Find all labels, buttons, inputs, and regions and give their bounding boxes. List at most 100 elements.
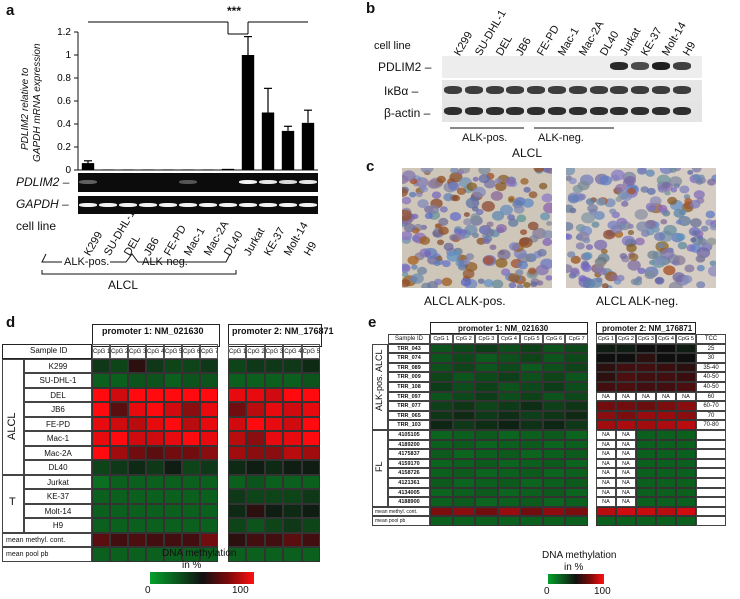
e-p2-cell [636,478,656,488]
nucleus [621,200,629,207]
e-p2-cell [636,430,656,440]
nucleus [616,274,625,282]
e-p1-cell [542,458,566,469]
e-tcc-cell: 70-80 [696,420,726,430]
stained-cell [603,229,616,240]
gel-pdlim2 [78,173,318,192]
d-sample-row-cell [146,518,164,533]
nucleus [633,278,643,286]
d-sample-row-cell [228,518,247,533]
d-legend-gradient [150,572,254,584]
e-p2-cell [676,382,696,392]
e-p1-cell [542,439,566,450]
d-sample-row-cell [164,373,182,388]
nucleus [450,168,459,174]
d-sample-row-cell [182,503,200,518]
d-sample-row-label: SU-DHL-1 [24,373,92,388]
d-sample-row-cell [200,518,218,533]
e-cpg1-header: CpG 2 [452,334,476,344]
b-band-bactin [485,107,504,115]
d-sample-row-cell [146,358,164,373]
d-sample-row-cell [301,402,320,417]
e-p1-cell [430,487,453,498]
nucleus [513,205,525,214]
d-group-t-box [2,474,24,533]
d-sample-row-cell [301,474,320,489]
e-na-cell: NA [616,478,636,488]
e-footer-cell [520,516,543,526]
d-legend-unit: in % [182,560,202,571]
nucleus [415,191,423,198]
e-p2-cell [596,362,616,373]
d-footer-cell [110,532,128,547]
e-na-cell: NA [616,430,636,440]
d-sample-row-cell [110,489,128,504]
e-p2-cell [676,439,696,450]
stained-cell [436,239,445,246]
e-p1-cell [520,401,543,411]
b-band-ikba [548,86,566,94]
e-p2-cell [636,497,656,507]
e-p2-cell [596,382,616,392]
bar-KE-37 [261,112,275,170]
stained-cell [527,221,539,231]
d-footer-cell [164,547,182,562]
d-sample-row-cell [200,445,218,460]
d-sample-row-cell [264,373,284,388]
e-p2-cell [636,468,656,478]
e-p1-cell [497,362,521,373]
e-footer-label: mean pool pb [372,516,430,526]
b-group-lines [450,127,614,129]
nucleus [691,230,698,236]
e-sample-label: 4188900 [388,497,430,507]
e-cpg2-header: CpG 2 [616,334,636,344]
e-footer-cell [542,506,566,517]
nucleus [689,199,701,209]
gel-band-gapdh [299,203,317,207]
d-sample-row-cell [128,431,146,446]
nucleus [443,193,454,202]
b-band-ikba [610,86,629,94]
d-sample-row-cell [246,474,265,489]
d-legend-title: DNA methylation [162,548,237,559]
nucleus [479,226,490,235]
e-p1-cell [520,362,543,373]
nucleus [709,260,716,267]
e-na-cell: NA [596,449,616,459]
d-cpg2-header: CpG 5 [301,344,320,359]
nucleus [442,260,451,268]
e-p2-cell [676,430,696,440]
d-sample-row-cell [228,474,247,489]
d-sample-row-cell [128,445,146,460]
stained-cell [508,197,515,203]
b-band-ikba [672,86,691,94]
nucleus [491,279,504,288]
d-sample-row-cell [110,518,128,533]
b-band-bactin [589,107,608,115]
ihc-caption-neg: ALCL ALK-neg. [596,294,679,308]
d-sample-row-cell [283,358,302,373]
e-p1-cell [430,372,453,382]
e-p2-cell [656,353,676,363]
e-p1-cell [565,420,588,430]
d-sample-row-cell [128,416,146,431]
b-band-bactin [506,107,525,115]
e-na-cell: NA [596,391,616,402]
e-p1-cell [430,343,453,354]
nucleus [679,185,690,194]
stained-cell [600,248,608,255]
e-sample-header: Sample ID [388,334,430,344]
e-p1-cell [542,420,566,430]
e-p1-cell [497,391,521,402]
e-p1-cell [497,410,521,421]
e-na-cell: NA [636,391,656,402]
d-cpg1-header: CpG 6 [182,344,200,359]
d-sample-row-cell [264,402,284,417]
e-p1-cell [475,391,498,402]
e-footer-cell [542,516,566,526]
bar-H9 [301,122,315,170]
e-tcc-cell: 70 [696,410,726,421]
d-sample-row-cell [164,460,182,475]
e-p2-cell [676,420,696,430]
nucleus [523,186,531,193]
